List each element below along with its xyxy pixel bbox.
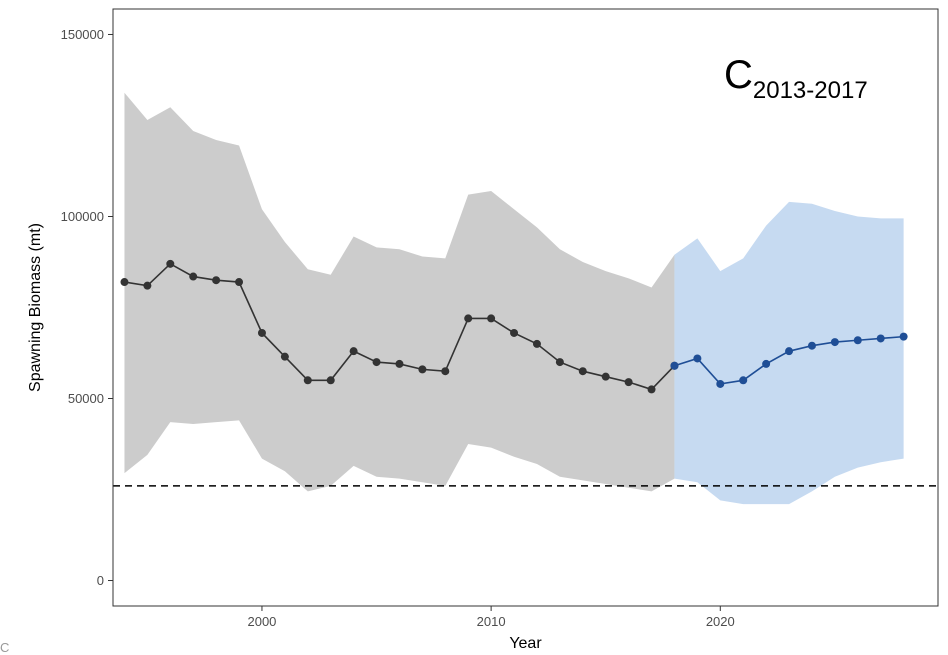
data-point (716, 379, 725, 388)
data-point (670, 361, 679, 370)
data-point (762, 359, 771, 368)
data-point (257, 328, 266, 337)
data-point (601, 372, 610, 381)
data-point (349, 347, 358, 356)
data-point (830, 338, 839, 347)
data-point (395, 359, 404, 368)
x-axis-title: Year (509, 635, 542, 652)
data-point (487, 314, 496, 323)
data-point (441, 367, 450, 376)
data-point (372, 358, 381, 367)
data-point (785, 347, 794, 356)
data-point (120, 278, 129, 287)
data-point (235, 278, 244, 287)
y-tick-label: 0 (97, 573, 104, 588)
data-point (899, 332, 908, 341)
x-tick-label: 2020 (706, 614, 735, 629)
data-point (647, 385, 656, 394)
y-axis-title: Spawning Biomass (mt) (27, 223, 44, 392)
data-point (693, 354, 702, 363)
y-tick-label: 150000 (61, 27, 104, 42)
y-tick-label: 100000 (61, 209, 104, 224)
data-point (876, 334, 885, 343)
data-point (532, 339, 541, 348)
panel-border (112, 8, 939, 607)
data-point (853, 336, 862, 345)
confidence-bands (124, 92, 904, 505)
y-axis: 0 50000 100000 150000 (61, 27, 113, 588)
data-point (166, 259, 175, 268)
data-points (120, 259, 908, 394)
data-point (807, 341, 816, 350)
data-point (303, 376, 312, 385)
data-point (189, 272, 198, 281)
data-point (212, 276, 221, 285)
data-point (578, 367, 587, 376)
x-axis: 2000 2010 2020 (247, 606, 735, 629)
panel-label: C2013-2017 (724, 53, 868, 104)
data-point (739, 376, 748, 385)
y-tick-label: 50000 (68, 391, 104, 406)
data-point (326, 376, 335, 385)
confidence-band-1 (124, 92, 675, 492)
x-tick-label: 2010 (477, 614, 506, 629)
data-point (510, 328, 519, 337)
x-tick-label: 2000 (247, 614, 276, 629)
data-point (143, 281, 152, 290)
data-point (280, 352, 289, 361)
panel-label-subscript: 2013-2017 (753, 77, 868, 104)
data-point (624, 378, 633, 387)
data-point (464, 314, 473, 323)
panel-label-main: C (724, 53, 753, 97)
data-point (418, 365, 427, 374)
data-point (555, 358, 564, 367)
corner-mark: C (0, 640, 10, 655)
